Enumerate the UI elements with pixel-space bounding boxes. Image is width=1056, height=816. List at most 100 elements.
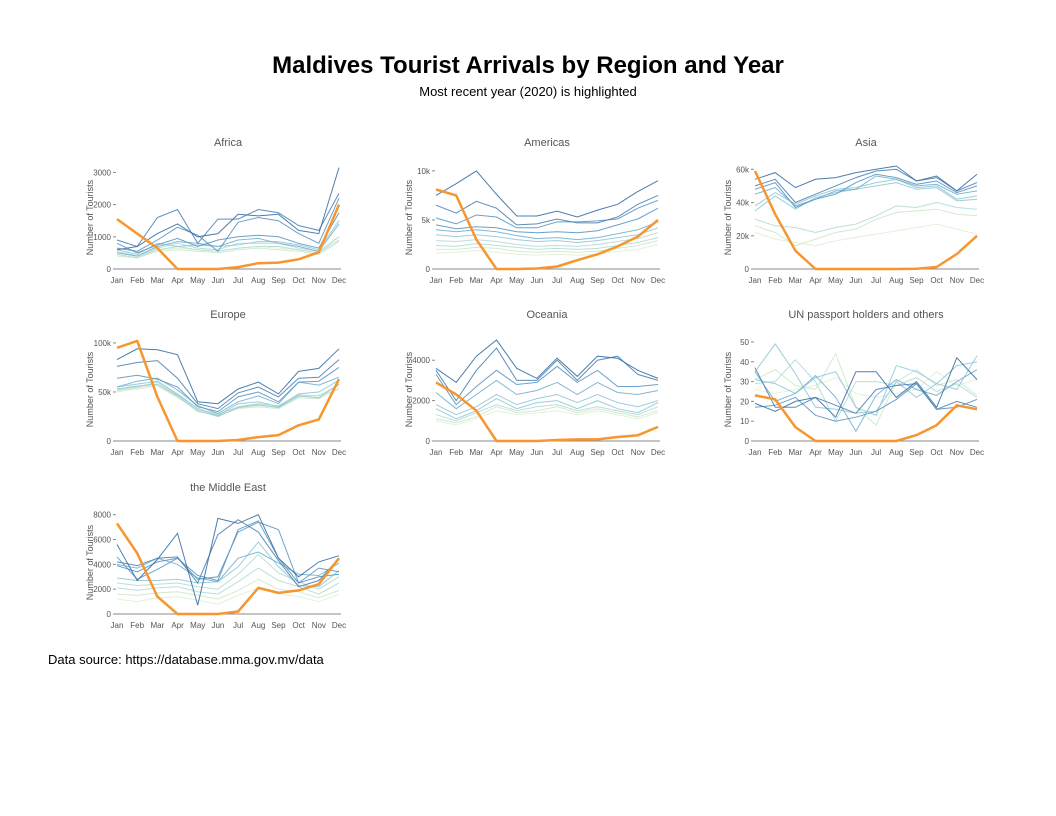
y-axis-label-africa: Number of Tourists <box>85 179 95 255</box>
x-tick-label-africa: Dec <box>332 276 346 285</box>
x-tick-label-europe: Dec <box>332 448 346 457</box>
y-tick-label-un-passport-holders-and-others: 20 <box>740 397 749 406</box>
x-tick-label-un-passport-holders-and-others: May <box>828 448 843 457</box>
x-tick-label-un-passport-holders-and-others: Jun <box>849 448 862 457</box>
highlight-line-africa <box>116 204 341 271</box>
y-tick-label-the-middle-east: 0 <box>107 610 112 619</box>
x-tick-label-africa: May <box>190 276 205 285</box>
y-tick-label-africa: 0 <box>107 265 112 274</box>
y-tick-label-americas: 5k <box>422 216 431 225</box>
x-tick-label-asia: Apr <box>809 276 822 285</box>
x-tick-label-un-passport-holders-and-others: Dec <box>970 448 984 457</box>
x-tick-label-oceania: May <box>509 448 524 457</box>
series-line-africa <box>116 197 340 253</box>
series-line-africa <box>116 239 340 259</box>
x-tick-label-asia: May <box>828 276 843 285</box>
y-tick-label-americas: 10k <box>417 167 431 176</box>
x-tick-label-oceania: Oct <box>611 448 624 457</box>
x-tick-label-europe: Aug <box>251 448 265 457</box>
x-tick-label-the-middle-east: Aug <box>251 621 265 630</box>
series-line-americas <box>435 194 659 226</box>
facet-asia: Asia Number of Tourists 0 20k 40k 60k Jan Feb Ma… <box>723 137 984 285</box>
chart-title: Maldives Tourist Arrivals by Region and … <box>272 52 784 79</box>
series-line-africa <box>116 236 340 257</box>
series-line-europe <box>116 379 340 417</box>
series-line-oceania <box>435 365 659 406</box>
y-tick-label-oceania: 0 <box>426 437 431 446</box>
x-tick-label-africa: Oct <box>292 276 305 285</box>
y-tick-label-africa: 2000 <box>93 201 111 210</box>
y-axis-label-americas: Number of Tourists <box>404 179 414 255</box>
series-line-americas <box>435 232 659 247</box>
series-line-oceania <box>435 410 659 426</box>
x-tick-label-the-middle-east: Sep <box>271 621 286 630</box>
x-tick-label-americas: Nov <box>631 276 645 285</box>
x-tick-label-asia: Nov <box>950 276 964 285</box>
x-tick-label-un-passport-holders-and-others: Apr <box>809 448 822 457</box>
y-tick-label-the-middle-east: 8000 <box>93 511 111 520</box>
x-tick-label-asia: Dec <box>970 276 984 285</box>
series-line-un-passport-holders-and-others <box>754 356 978 419</box>
series-line-europe <box>116 348 340 405</box>
x-tick-label-europe: May <box>190 448 205 457</box>
series-line-the-middle-east <box>116 514 340 606</box>
y-tick-label-europe: 50k <box>98 388 112 397</box>
series-line-oceania <box>435 379 659 410</box>
x-tick-label-africa: Sep <box>271 276 286 285</box>
series-line-americas <box>435 170 659 218</box>
x-tick-label-americas: May <box>509 276 524 285</box>
data-source-note: Data source: https://database.mma.gov.mv… <box>48 652 324 667</box>
y-tick-label-un-passport-holders-and-others: 30 <box>740 378 749 387</box>
x-tick-label-africa: Jan <box>111 276 124 285</box>
x-tick-label-americas: Mar <box>469 276 483 285</box>
x-tick-label-the-middle-east: Apr <box>171 621 184 630</box>
x-tick-label-the-middle-east: Mar <box>150 621 164 630</box>
series-line-the-middle-east <box>116 587 340 605</box>
x-tick-label-asia: Sep <box>909 276 924 285</box>
x-tick-label-americas: Jul <box>552 276 562 285</box>
x-tick-label-oceania: Jun <box>530 448 543 457</box>
y-tick-label-africa: 1000 <box>93 233 111 242</box>
y-tick-label-americas: 0 <box>426 265 431 274</box>
x-tick-label-un-passport-holders-and-others: Sep <box>909 448 924 457</box>
x-tick-label-asia: Jan <box>749 276 762 285</box>
highlight-line-un-passport-holders-and-others <box>754 394 978 443</box>
highlight-line-oceania <box>435 381 659 443</box>
y-axis-label-un-passport-holders-and-others: Number of Tourists <box>723 351 733 427</box>
x-tick-label-un-passport-holders-and-others: Jul <box>871 448 881 457</box>
series-line-oceania <box>435 347 659 402</box>
highlight-line-asia <box>753 170 978 271</box>
y-axis-label-europe: Number of Tourists <box>85 351 95 427</box>
x-tick-label-the-middle-east: Oct <box>292 621 305 630</box>
y-tick-label-un-passport-holders-and-others: 10 <box>740 417 749 426</box>
series-line-asia <box>754 223 978 247</box>
x-tick-label-europe: Sep <box>271 448 286 457</box>
x-tick-label-the-middle-east: Jul <box>233 621 243 630</box>
x-tick-label-europe: Oct <box>292 448 305 457</box>
x-tick-label-un-passport-holders-and-others: Jan <box>749 448 762 457</box>
x-tick-label-asia: Mar <box>788 276 802 285</box>
x-tick-label-africa: Jun <box>211 276 224 285</box>
x-tick-label-americas: Dec <box>651 276 665 285</box>
series-line-un-passport-holders-and-others <box>754 382 978 422</box>
x-tick-label-un-passport-holders-and-others: Nov <box>950 448 964 457</box>
y-axis-label-asia: Number of Tourists <box>723 179 733 255</box>
facet-title-the-middle-east: the Middle East <box>190 482 266 494</box>
x-tick-label-americas: Aug <box>570 276 584 285</box>
facet-title-asia: Asia <box>855 137 877 149</box>
series-line-europe <box>116 366 340 413</box>
x-tick-label-oceania: Jul <box>552 448 562 457</box>
y-tick-label-un-passport-holders-and-others: 50 <box>740 338 749 347</box>
x-tick-label-the-middle-east: Feb <box>130 621 144 630</box>
y-tick-label-oceania: 2000 <box>412 397 430 406</box>
y-tick-label-europe: 100k <box>94 339 112 348</box>
x-tick-label-africa: Apr <box>171 276 184 285</box>
y-tick-label-asia: 60k <box>736 165 750 174</box>
series-line-africa <box>116 223 340 257</box>
series-line-americas <box>435 199 659 229</box>
y-tick-label-the-middle-east: 2000 <box>93 585 111 594</box>
highlight-line-europe <box>116 339 341 443</box>
y-tick-label-the-middle-east: 4000 <box>93 560 111 569</box>
facet-europe: Europe Number of Tourists 0 50k 100k Jan Feb Ma… <box>85 309 346 457</box>
